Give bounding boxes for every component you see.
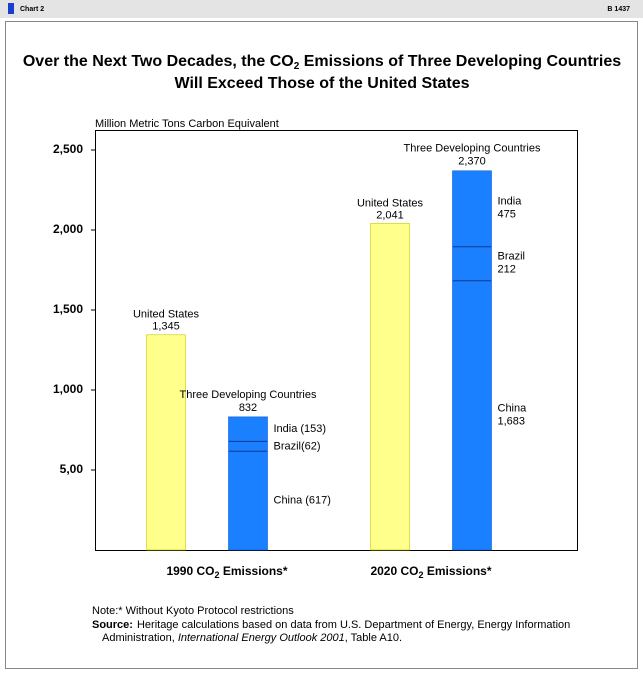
header-left: Chart 2 <box>20 6 44 13</box>
source-text: Administration, <box>102 632 178 644</box>
segment-name: Brazil <box>498 251 526 263</box>
segment-name: China <box>274 495 304 507</box>
category-part: 2020 CO <box>370 564 418 578</box>
bar <box>146 334 186 551</box>
bar-segment <box>452 280 492 550</box>
title-part: Over the Next Two Decades, the CO <box>23 53 294 70</box>
bar-segment <box>452 170 492 247</box>
title-part: Emissions of Three Developing Countries <box>299 53 621 70</box>
segment-value: (62) <box>301 440 321 452</box>
source-text: , Table A10. <box>345 632 402 644</box>
segment-label: India (153) <box>274 423 327 435</box>
segment-name: India <box>274 423 299 435</box>
stack-outline <box>452 170 492 551</box>
title-subscript: 2 <box>294 61 300 72</box>
chart-title: Will Exceed Those of the United States <box>174 75 469 92</box>
y-tick-label: 1,500 <box>53 302 83 316</box>
y-tick-label: 2,000 <box>53 222 83 236</box>
value-label: 2,041 <box>376 209 404 221</box>
segment-label: Brazil(62) <box>274 440 321 452</box>
value-label: 1,345 <box>152 321 180 333</box>
category-part: 1990 CO <box>166 564 214 578</box>
note: Note:* Without Kyoto Protocol restrictio… <box>92 605 294 617</box>
stack-name: Three Developing Countries <box>180 389 317 401</box>
source-label: Source: <box>92 619 133 631</box>
source: Source: Heritage calculations based on da… <box>92 619 570 631</box>
segment-label: China (617) <box>274 495 331 507</box>
bar-segment <box>452 246 492 281</box>
source-title: International Energy Outlook 2001 <box>178 632 345 644</box>
category-part: Emissions* <box>220 564 288 578</box>
header-right: B 1437 <box>607 6 630 13</box>
segment-name: China <box>498 402 528 414</box>
bar-segment <box>228 416 268 442</box>
stack-total: 832 <box>239 402 257 414</box>
y-tick-label: 5,00 <box>60 462 84 476</box>
source: Administration, International Energy Out… <box>102 632 402 644</box>
x-tick-label: 2020 CO2 Emissions* <box>370 564 491 580</box>
stack-name: Three Developing Countries <box>404 143 541 155</box>
bar-segment <box>228 441 268 452</box>
bar-segment <box>228 451 268 550</box>
header-bar <box>0 0 643 18</box>
bar <box>370 223 410 551</box>
frame <box>5 21 638 669</box>
header-icon <box>8 3 14 14</box>
bar-name: United States <box>133 309 200 321</box>
plot-frame <box>95 130 578 551</box>
stack-total: 2,370 <box>458 156 486 168</box>
segment-value: 1,683 <box>498 415 526 427</box>
source-text: Heritage calculations based on data from… <box>137 619 570 631</box>
chart-title: Over the Next Two Decades, the CO2 Emiss… <box>23 53 621 71</box>
category-subscript: 2 <box>418 570 423 580</box>
x-tick-label: 1990 CO2 Emissions* <box>166 564 287 580</box>
segment-value: (153) <box>300 423 326 435</box>
y-tick-label: 1,000 <box>53 382 83 396</box>
segment-value: (617) <box>305 495 331 507</box>
y-axis-label: Million Metric Tons Carbon Equivalent <box>95 118 279 130</box>
segment-value: 475 <box>498 209 516 221</box>
segment-value: 212 <box>498 264 516 276</box>
bar-name: United States <box>357 197 424 209</box>
y-tick-label: 2,500 <box>53 142 83 156</box>
segment-name: India <box>498 196 523 208</box>
segment-name: Brazil <box>274 440 302 452</box>
category-subscript: 2 <box>214 570 219 580</box>
stack-outline <box>228 416 268 551</box>
category-part: Emissions* <box>424 564 492 578</box>
